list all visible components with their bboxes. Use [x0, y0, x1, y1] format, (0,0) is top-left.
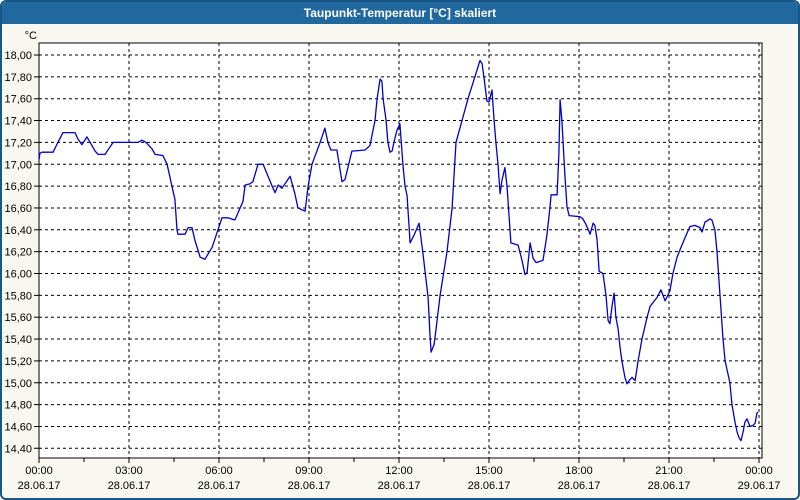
y-tick-label: 14,80	[4, 400, 32, 412]
y-tick-label: 15,60	[4, 312, 32, 324]
x-tick-date-label: 28.06.17	[18, 480, 61, 492]
x-tick-date-label: 29.06.17	[738, 480, 781, 492]
x-tick-time-label: 15:00	[475, 465, 503, 477]
x-tick-time-label: 00:00	[745, 465, 773, 477]
x-tick-time-label: 21:00	[655, 465, 683, 477]
x-tick-date-label: 28.06.17	[108, 480, 151, 492]
x-tick-time-label: 00:00	[25, 465, 53, 477]
y-tick-label: 17,80	[4, 72, 32, 84]
y-tick-label: 17,40	[4, 116, 32, 128]
y-tick-label: 15,40	[4, 334, 32, 346]
x-tick-time-label: 09:00	[295, 465, 323, 477]
y-tick-label: 16,00	[4, 269, 32, 281]
y-tick-label: 16,40	[4, 225, 32, 237]
x-tick-time-label: 12:00	[385, 465, 413, 477]
y-tick-label: 16,20	[4, 247, 32, 259]
x-tick-date-label: 28.06.17	[288, 480, 331, 492]
x-tick-date-label: 28.06.17	[558, 480, 601, 492]
x-tick-date-label: 28.06.17	[378, 480, 421, 492]
y-tick-label: 17,00	[4, 159, 32, 171]
y-tick-label: 18,00	[4, 50, 32, 62]
y-tick-label: 15,00	[4, 378, 32, 390]
y-tick-label: 14,40	[4, 443, 32, 455]
y-tick-label: 16,80	[4, 181, 32, 193]
y-tick-label: 15,20	[4, 356, 32, 368]
x-tick-date-label: 28.06.17	[198, 480, 241, 492]
window-titlebar[interactable]: Taupunkt-Temperatur [°C] skaliert	[2, 2, 798, 24]
x-tick-time-label: 06:00	[205, 465, 233, 477]
x-tick-date-label: 28.06.17	[648, 480, 691, 492]
window-title: Taupunkt-Temperatur [°C] skaliert	[303, 6, 497, 20]
x-tick-date-label: 28.06.17	[468, 480, 511, 492]
y-tick-label: 14,60	[4, 421, 32, 433]
y-tick-label: 17,20	[4, 137, 32, 149]
y-tick-label: 16,60	[4, 203, 32, 215]
plot-area	[38, 42, 763, 459]
x-tick-time-label: 18:00	[565, 465, 593, 477]
series-line-taupunkt-temperatur	[38, 59, 759, 442]
y-tick-label: 17,60	[4, 94, 32, 106]
x-tick-time-label: 03:00	[115, 465, 143, 477]
y-axis-unit-label: °C	[25, 30, 37, 42]
y-tick-label: 15,80	[4, 290, 32, 302]
